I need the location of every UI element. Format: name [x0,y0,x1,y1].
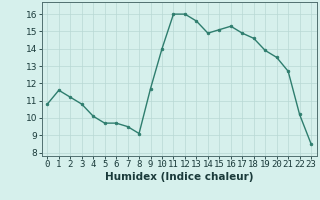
X-axis label: Humidex (Indice chaleur): Humidex (Indice chaleur) [105,172,253,182]
